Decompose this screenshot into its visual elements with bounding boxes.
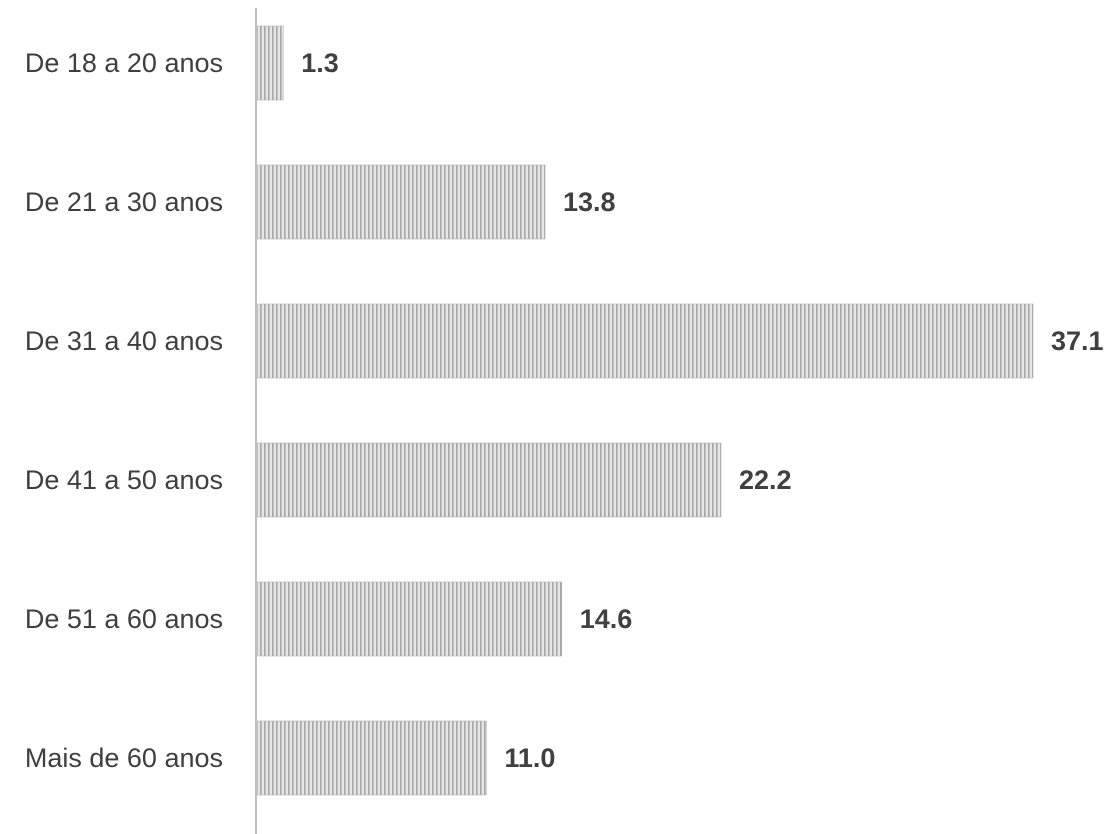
bar-1 — [255, 25, 284, 101]
category-label: Mais de 60 anos — [25, 743, 223, 773]
category-label: De 31 a 40 anos — [25, 326, 223, 356]
bar-4 — [255, 442, 722, 518]
bars-group — [255, 25, 1034, 796]
category-label: De 18 a 20 anos — [25, 48, 223, 78]
category-label: De 21 a 30 anos — [25, 187, 223, 217]
value-label: 22.2 — [739, 465, 792, 495]
value-label: 37.1 — [1051, 326, 1104, 356]
category-label: De 41 a 50 anos — [25, 465, 223, 495]
bar-5 — [255, 581, 563, 657]
bar-2 — [255, 164, 546, 240]
labels-group: De 18 a 20 anos 1.3 De 21 a 30 anos 13.8 De … — [25, 48, 1104, 773]
value-label: 13.8 — [563, 187, 616, 217]
category-label: De 51 a 60 anos — [25, 604, 223, 634]
bar-6 — [255, 720, 487, 796]
value-label: 11.0 — [504, 743, 555, 773]
value-label: 14.6 — [580, 604, 633, 634]
value-label: 1.3 — [301, 48, 339, 78]
bar-3 — [255, 303, 1034, 379]
